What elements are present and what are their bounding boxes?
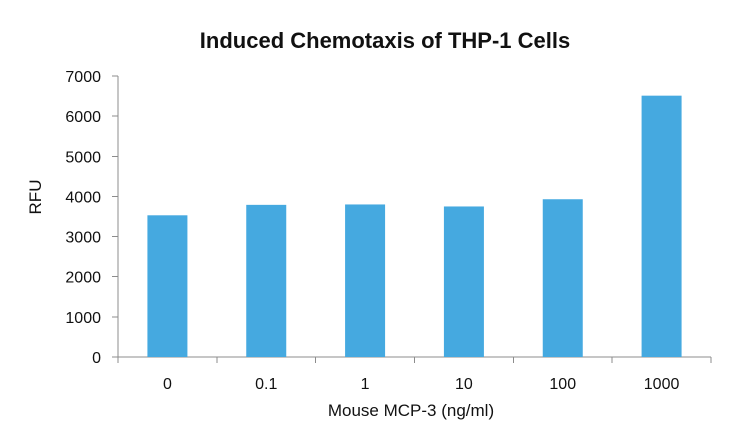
bar bbox=[443, 206, 484, 357]
y-tick-label: 6000 bbox=[65, 109, 101, 126]
bar bbox=[542, 199, 583, 357]
y-tick-label: 7000 bbox=[65, 69, 101, 86]
x-tick-label: 1 bbox=[361, 376, 370, 393]
x-tick-label: 0 bbox=[163, 376, 172, 393]
x-axis-label: Mouse MCP-3 (ng/ml) bbox=[328, 401, 494, 420]
x-tick-label: 10 bbox=[455, 376, 473, 393]
y-axis: 0 1000 2000 3000 4000 5000 6000 7000 bbox=[65, 69, 119, 367]
y-tick-label: 5000 bbox=[65, 149, 101, 166]
x-tick-label: 1000 bbox=[644, 376, 680, 393]
y-tick-label: 2000 bbox=[65, 270, 101, 287]
y-tick-label: 4000 bbox=[65, 189, 101, 206]
bars-group bbox=[147, 95, 682, 358]
x-axis: 0 0.1 1 10 100 1000 bbox=[117, 356, 712, 393]
x-tick-label: 0.1 bbox=[255, 376, 277, 393]
y-tick-label: 3000 bbox=[65, 230, 101, 247]
y-tick-label: 0 bbox=[92, 350, 101, 367]
chart-title: Induced Chemotaxis of THP-1 Cells bbox=[200, 28, 570, 53]
bar bbox=[345, 204, 386, 357]
y-axis-label: RFU bbox=[26, 180, 45, 215]
bar bbox=[147, 215, 188, 357]
y-tick-label: 1000 bbox=[65, 310, 101, 327]
bar bbox=[641, 95, 682, 358]
x-tick-label: 100 bbox=[549, 376, 576, 393]
bar bbox=[246, 204, 287, 357]
